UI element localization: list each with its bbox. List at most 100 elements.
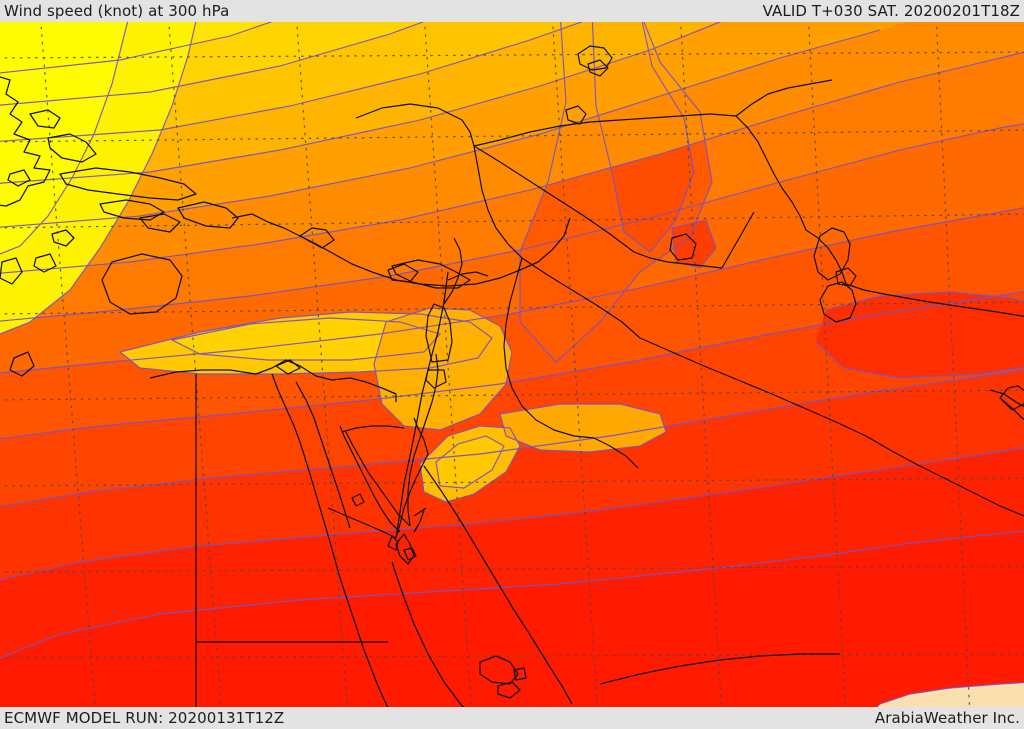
- political-border: [835, 267, 857, 287]
- band-max-core-2: [888, 686, 1024, 707]
- coastline: [319, 435, 351, 529]
- political-border: [473, 145, 635, 253]
- contour-line: [815, 341, 1024, 379]
- political-border: [633, 251, 723, 269]
- contour-line: [0, 22, 273, 74]
- coastline: [479, 655, 519, 685]
- political-border: [425, 369, 447, 389]
- contour-line: [0, 530, 1024, 659]
- coastline: [275, 359, 301, 375]
- political-border: [599, 653, 840, 685]
- coastline: [7, 169, 31, 187]
- contour-line: [591, 22, 695, 253]
- political-border: [587, 59, 609, 77]
- coastline: [497, 681, 521, 699]
- coastline: [339, 425, 401, 533]
- political-border: [413, 507, 427, 517]
- contour-line: [0, 22, 722, 184]
- coastline: [101, 253, 183, 315]
- political-border: [813, 227, 851, 281]
- political-border: [721, 211, 755, 269]
- coastline: [999, 397, 1024, 421]
- coastline: [387, 535, 399, 551]
- political-border: [639, 337, 867, 437]
- political-border: [999, 385, 1024, 411]
- header-bar: Wind speed (knot) at 300 hPa VALID T+030…: [0, 0, 1024, 22]
- contour-line: [373, 307, 513, 431]
- contour-line: [0, 22, 129, 255]
- band-levant-lobe: [374, 308, 512, 430]
- coastline: [149, 359, 397, 402]
- provider-label: ArabiaWeather Inc.: [874, 709, 1020, 727]
- coastline: [33, 253, 57, 273]
- coastline: [387, 263, 419, 283]
- political-border: [669, 233, 697, 261]
- band-jordan-pocket-2: [436, 436, 504, 488]
- coastline: [29, 109, 61, 129]
- coastline: [271, 373, 301, 443]
- coastline: [989, 389, 1024, 408]
- coastline: [59, 167, 197, 201]
- political-border: [819, 281, 857, 323]
- contour-line: [0, 22, 425, 106]
- coastline: [47, 133, 97, 163]
- political-border: [577, 45, 613, 71]
- contour-line: [0, 291, 1024, 440]
- political-border: [503, 257, 595, 439]
- political-border: [473, 145, 523, 259]
- contour-line: [118, 311, 493, 375]
- political-border: [565, 105, 587, 125]
- coastline: [0, 76, 51, 207]
- coastline: [299, 441, 389, 707]
- coastline: [0, 257, 23, 285]
- coastline: [423, 465, 573, 705]
- political-border: [355, 103, 475, 147]
- coastline-layer: [0, 76, 1024, 707]
- coastline: [299, 227, 335, 249]
- contour-fill-layer: [0, 22, 1024, 707]
- political-border: [865, 435, 1024, 517]
- coastline: [99, 199, 165, 221]
- page-title: Wind speed (knot) at 300 hPa: [4, 2, 230, 20]
- coastline: [513, 667, 527, 681]
- political-border: [341, 425, 405, 433]
- contour-line: [0, 22, 584, 142]
- footer-bar: ECMWF MODEL RUN: 20200131T12Z ArabiaWeat…: [0, 707, 1024, 729]
- border-layer: [195, 45, 1024, 707]
- coastline: [177, 201, 239, 229]
- contour-line: [435, 435, 505, 489]
- contour-line: [825, 291, 1024, 311]
- contour-line: [0, 123, 1024, 322]
- political-border: [735, 79, 833, 117]
- valid-time-label: VALID T+030 SAT. 20200201T18Z: [762, 2, 1020, 20]
- political-border: [447, 271, 489, 281]
- political-border: [735, 115, 807, 231]
- political-border: [521, 257, 641, 339]
- political-border: [425, 303, 453, 363]
- contour-line: [0, 51, 1024, 274]
- coastline: [351, 493, 365, 507]
- coastline: [391, 259, 471, 289]
- contour-line: [170, 317, 442, 361]
- coastline: [395, 533, 415, 565]
- coastline: [391, 561, 465, 707]
- band-egypt-pocket: [500, 404, 666, 452]
- coastline: [9, 351, 35, 377]
- political-border: [845, 283, 1024, 317]
- contour-line: [0, 22, 197, 335]
- political-border: [473, 113, 737, 147]
- political-border: [443, 237, 463, 305]
- contour-line: [499, 403, 667, 453]
- map-canvas[interactable]: [0, 22, 1024, 707]
- coastline: [51, 229, 75, 247]
- contour-line: [0, 207, 1024, 374]
- political-border: [593, 437, 639, 469]
- political-border: [327, 507, 397, 539]
- coastline: [295, 381, 321, 437]
- contour-line: [519, 22, 713, 363]
- band-med-lobe-2: [172, 318, 440, 360]
- political-border: [805, 229, 847, 285]
- weather-map-svg[interactable]: [0, 22, 1024, 707]
- contour-line: [0, 447, 1024, 581]
